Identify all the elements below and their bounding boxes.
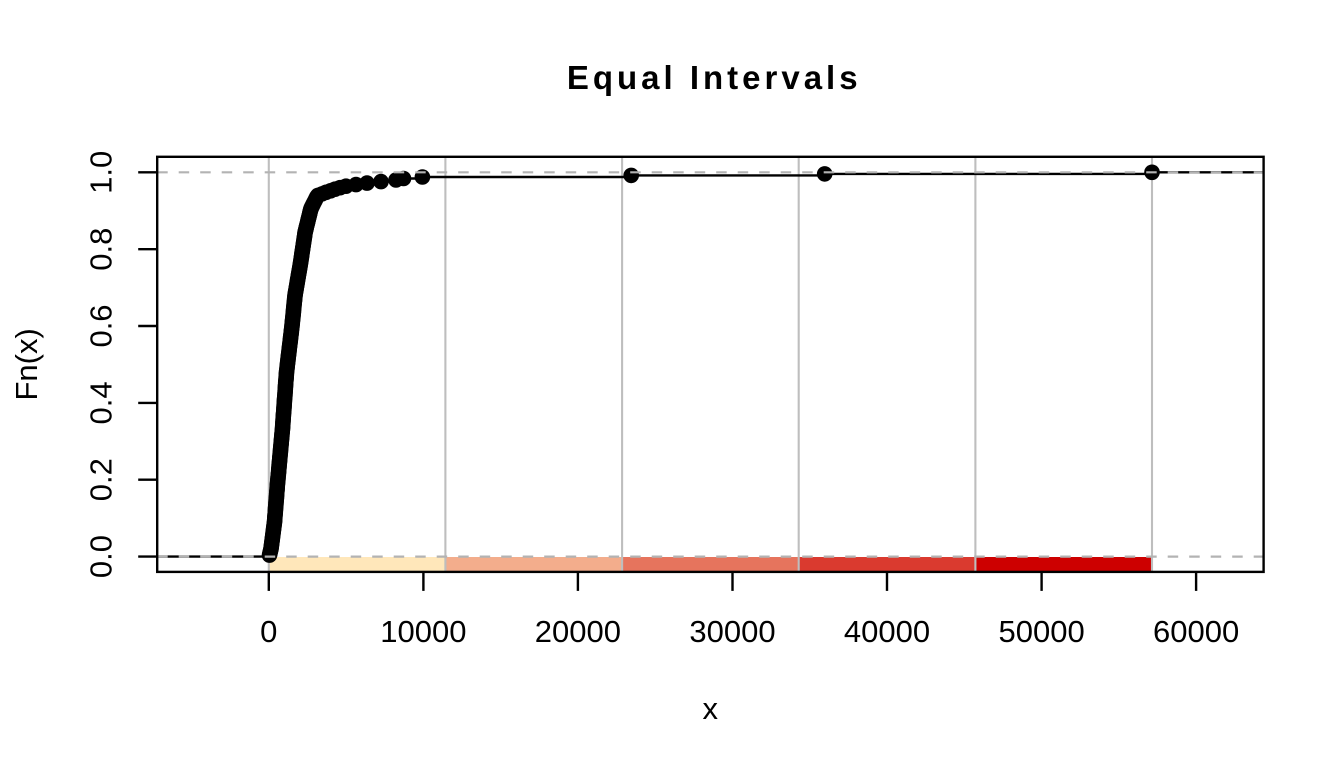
svg-text:Fn(x): Fn(x) [9,328,44,400]
svg-text:x: x [702,691,718,726]
svg-text:30000: 30000 [689,614,775,649]
svg-text:0.8: 0.8 [83,228,118,271]
svg-text:0.2: 0.2 [83,458,118,501]
svg-text:40000: 40000 [844,614,930,649]
svg-text:20000: 20000 [535,614,621,649]
svg-text:0.4: 0.4 [83,381,118,424]
svg-text:0: 0 [260,614,277,649]
svg-text:60000: 60000 [1153,614,1239,649]
svg-text:50000: 50000 [998,614,1084,649]
svg-text:0.6: 0.6 [83,304,118,347]
svg-text:10000: 10000 [380,614,466,649]
svg-text:Equal Intervals: Equal Intervals [567,59,862,96]
svg-text:1.0: 1.0 [83,151,118,194]
svg-text:0.0: 0.0 [83,535,118,578]
